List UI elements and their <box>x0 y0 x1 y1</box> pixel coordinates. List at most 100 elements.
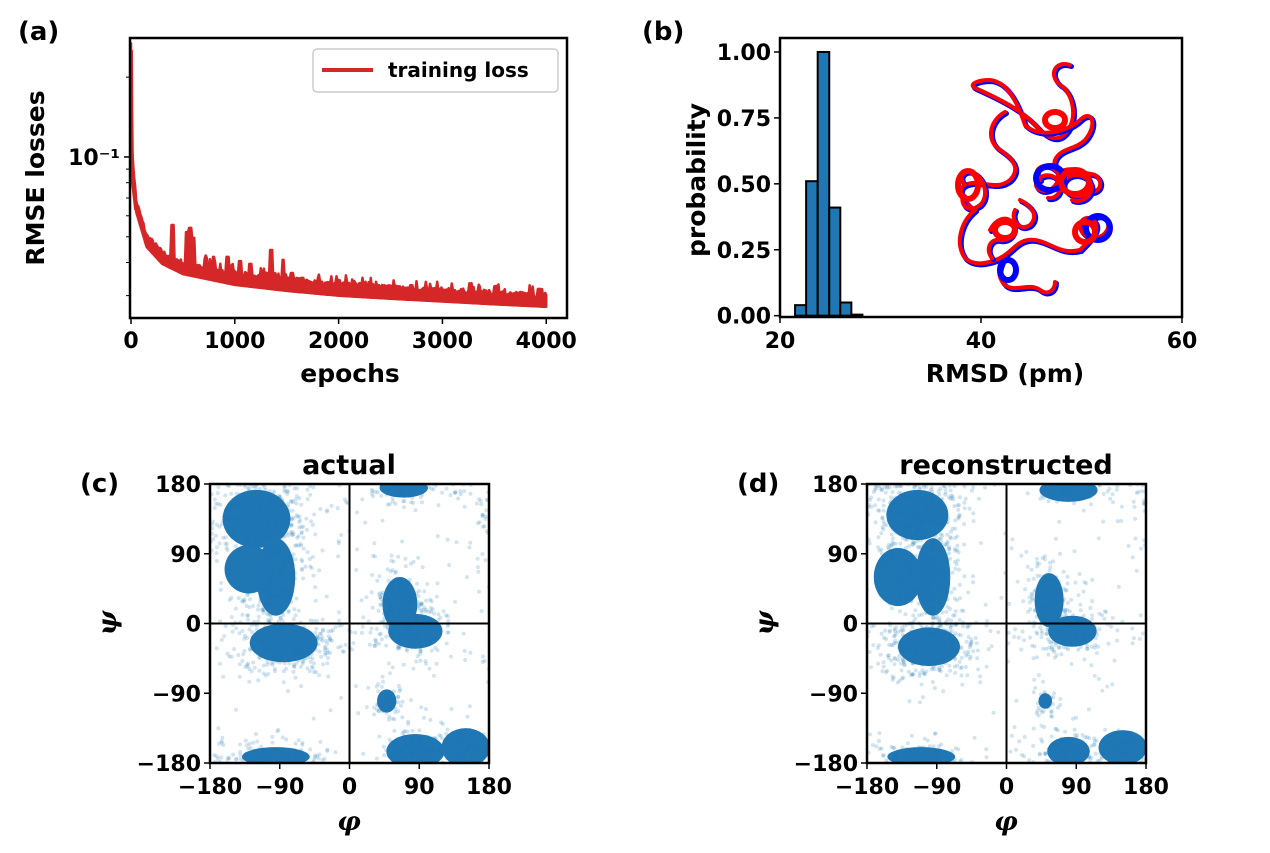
scatter-point <box>272 667 277 671</box>
scatter-point <box>1035 599 1040 604</box>
scatter-point <box>904 639 909 643</box>
scatter-point <box>259 515 264 520</box>
scatter-density-core <box>224 545 273 594</box>
scatter-point <box>962 500 967 505</box>
scatter-density-core <box>1038 693 1053 709</box>
scatter-point <box>929 667 934 672</box>
scatter-point <box>901 659 906 664</box>
scatter-point <box>890 643 895 648</box>
scatter-point <box>477 520 482 525</box>
scatter-point <box>932 606 937 611</box>
scatter-point <box>1035 590 1040 595</box>
scatter-point <box>434 661 439 666</box>
scatter-point <box>918 506 923 510</box>
scatter-point <box>480 660 485 664</box>
scatter-point <box>245 613 250 618</box>
scatter-point <box>912 644 917 648</box>
scatter-point <box>402 586 406 591</box>
scatter-point <box>227 502 232 507</box>
scatter-point <box>378 591 383 596</box>
scatter-point <box>937 618 942 623</box>
scatter-point <box>1085 646 1090 651</box>
scatter-point <box>1048 565 1053 570</box>
scatter-point <box>267 529 272 534</box>
scatter-point <box>1066 741 1071 746</box>
scatter-point <box>393 579 398 584</box>
scatter-point <box>890 677 895 682</box>
scatter-point <box>399 703 403 708</box>
scatter-point <box>914 531 919 536</box>
scatter-point <box>235 585 240 590</box>
scatter-point <box>279 524 284 529</box>
scatter-point <box>245 662 250 667</box>
scatter-point <box>426 755 431 760</box>
scatter-point <box>388 584 393 589</box>
scatter-point <box>1062 624 1067 629</box>
scatter-point <box>327 638 332 642</box>
scatter-point <box>1087 755 1092 760</box>
scatter-point <box>1115 519 1120 524</box>
scatter-point <box>898 519 903 524</box>
scatter-point <box>390 568 395 573</box>
scatter-point <box>381 679 385 684</box>
scatter-point <box>222 514 226 519</box>
scatter-point <box>962 506 967 511</box>
scatter-point <box>470 752 475 757</box>
scatter-point <box>402 741 407 746</box>
scatter-point <box>1084 631 1089 636</box>
scatter-point <box>927 643 932 648</box>
scatter-point <box>434 594 439 599</box>
scatter-point <box>907 519 912 524</box>
scatter-point <box>287 655 291 660</box>
scatter-point <box>900 676 905 681</box>
scatter-point <box>256 494 261 499</box>
scatter-point <box>1069 662 1074 666</box>
scatter-point <box>897 495 902 500</box>
scatter-point <box>219 522 224 527</box>
scatter-point <box>240 599 244 604</box>
scatter-point <box>929 634 934 639</box>
scatter-point <box>377 709 381 714</box>
scatter-point <box>275 729 280 734</box>
scatter-point <box>903 645 908 650</box>
scatter-point <box>407 750 412 755</box>
scatter-point <box>431 487 436 492</box>
scatter-point <box>225 517 229 522</box>
scatter-point <box>291 617 296 621</box>
scatter-point <box>268 547 272 551</box>
scatter-point <box>396 627 401 631</box>
scatter-point <box>1012 725 1017 730</box>
scatter-point <box>874 744 879 749</box>
scatter-point <box>937 536 942 541</box>
scatter-point <box>889 532 894 537</box>
scatter-point <box>867 541 872 546</box>
x-tick-label: 20 <box>765 329 796 354</box>
scatter-point <box>318 507 323 511</box>
scatter-point <box>326 634 331 639</box>
scatter-point <box>908 513 913 518</box>
scatter-point <box>270 635 275 640</box>
scatter-point <box>265 506 270 511</box>
scatter-point <box>328 637 333 642</box>
scatter-point <box>927 562 932 567</box>
scatter-point <box>924 507 929 512</box>
scatter-point <box>401 738 406 743</box>
scatter-point <box>1063 740 1068 745</box>
scatter-point <box>290 530 295 534</box>
scatter-point <box>308 492 313 497</box>
scatter-point <box>895 496 900 501</box>
loss-plot-area <box>129 42 548 309</box>
scatter-point <box>925 662 930 667</box>
scatter-point <box>1045 575 1049 580</box>
scatter-point <box>309 633 314 637</box>
scatter-point <box>931 533 936 538</box>
scatter-point <box>320 638 325 643</box>
scatter-point <box>379 684 384 689</box>
scatter-point <box>374 756 379 761</box>
scatter-point <box>977 496 981 501</box>
scatter-point <box>884 758 889 763</box>
scatter-point <box>389 616 394 621</box>
scatter-point <box>284 737 289 742</box>
scatter-point <box>921 512 926 517</box>
scatter-point <box>288 632 293 637</box>
